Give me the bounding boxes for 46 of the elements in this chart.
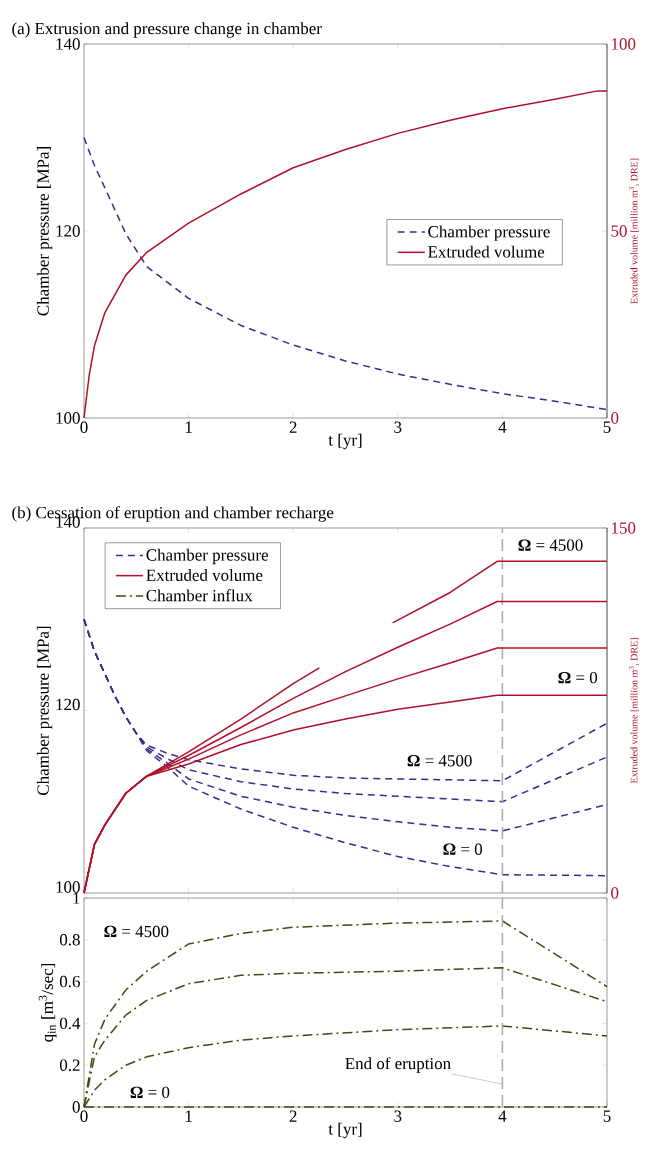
annotation: Ω = 0 [443,843,483,855]
x-tick-label: 4 [498,421,507,433]
y2-tick-label: 50 [611,225,627,237]
annotation: Ω = 4500 [104,925,169,938]
x-tick-label: 1 [185,1110,192,1122]
y2-axis-title: Extruded volume [million m$^{3}$, DRE] [629,638,639,784]
y-tick-label: 100 [56,412,80,424]
annotation: Ω = 4500 [518,539,583,551]
x-tick-label: 2 [289,421,297,433]
y-tick-label: 0 [72,1101,80,1113]
y-tick-label: 0.2 [59,1059,80,1071]
text: Chamber influx [146,589,253,602]
x-tick-label: 3 [394,421,402,433]
y-tick-label: 100 [56,881,80,893]
annotation: Ω = 0 [558,671,598,684]
annotation: Ω = 4500 [407,754,472,767]
legend-label: Extruded volume [428,245,545,258]
legend-label: Chamber pressure [146,548,268,565]
y2-tick-label: 0 [611,412,619,424]
y2-tick-label: 0 [611,887,619,899]
y-tick-label: 140 [56,38,80,50]
y-tick-label: 1 [73,892,80,904]
y-tick-label: 0.8 [59,934,80,946]
x-tick-label: 5 [603,421,611,433]
y-tick-label: 120 [56,698,80,711]
chart-title: (a) Extrusion and pressure change in chamber [12,22,322,38]
legend-label: Extruded volume [146,569,263,581]
annotation: Ω = 0 [130,1086,170,1099]
x-tick-label: 2 [289,1110,297,1122]
legend-label: Chamber pressure [428,225,550,241]
x-axis-title: t [yr] [328,1122,362,1139]
y2-tick-label: 150 [612,522,636,534]
y-tick-label: 120 [56,225,80,237]
y-tick-label: 0.6 [59,975,80,988]
x-tick-label: 3 [394,1110,402,1122]
x-tick-label: 4 [498,1110,507,1122]
y-axis-title: Chamber pressure [MPa] [36,626,53,795]
x-tick-label: 1 [185,421,192,433]
y-axis-title: Chamber pressure [MPa] [36,147,53,316]
y-tick-label: 0.4 [59,1017,81,1030]
x-axis-title: t [yr] [328,433,362,450]
y2-tick-label: 100 [612,38,636,50]
y-axis-title: q$_{in}$ [m$^{3}$/sec] [38,963,57,1042]
annotation: End of eruption [345,1057,451,1073]
y2-axis-title: Extruded volume [million m$^{3}$, DRE] [629,158,639,304]
x-tick-label: 5 [603,1110,611,1122]
